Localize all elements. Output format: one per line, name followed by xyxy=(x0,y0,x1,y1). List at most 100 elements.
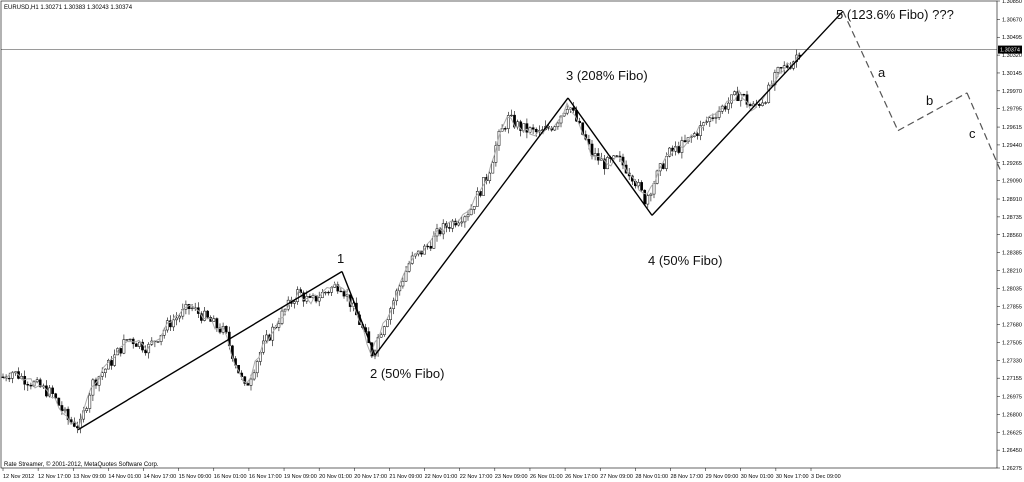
candle-body xyxy=(565,109,569,114)
impulse-wave-segment xyxy=(77,270,343,431)
candle-body xyxy=(243,376,247,384)
x-tick-label: 20 Nov 17:00 xyxy=(354,474,387,480)
candle-body xyxy=(190,307,194,310)
candle-body xyxy=(327,291,330,294)
wave-a-label: a xyxy=(878,65,886,80)
candle-body xyxy=(404,271,408,282)
x-tick-label: 27 Nov 09:00 xyxy=(600,474,633,480)
candle-body xyxy=(252,372,256,380)
candle-body xyxy=(727,102,730,110)
candle-body xyxy=(339,290,343,293)
candle-body xyxy=(469,209,473,216)
candle-body xyxy=(429,246,433,249)
candle-body xyxy=(742,94,746,96)
candle-body xyxy=(637,182,640,187)
wave-labels: 1 2 (50% Fibo) 3 (208% Fibo) 4 (50% Fibo… xyxy=(337,7,976,381)
y-tick-label: 1.29090 xyxy=(1002,179,1022,185)
x-tick-label: 13 Nov 09:00 xyxy=(73,474,106,480)
candle-body xyxy=(60,405,64,412)
y-tick-label: 1.28560 xyxy=(1002,233,1022,239)
candle-body xyxy=(76,426,79,429)
candle-body xyxy=(379,334,383,338)
wave-b-label: b xyxy=(926,93,933,108)
candle-body xyxy=(603,158,606,170)
candle-body xyxy=(491,162,495,174)
candle-body xyxy=(640,182,643,191)
candle-body xyxy=(382,326,386,335)
candle-body xyxy=(215,318,219,329)
x-tick-label: 28 Nov 01:00 xyxy=(635,474,668,480)
candle-body xyxy=(169,320,172,328)
candle-body xyxy=(696,133,699,136)
y-tick-label: 1.26625 xyxy=(1002,430,1022,436)
candle-body xyxy=(348,294,352,307)
candle-body xyxy=(661,163,665,169)
candle-body xyxy=(38,379,42,388)
candle-body xyxy=(401,280,405,287)
candle-body xyxy=(69,419,73,423)
y-tick-label: 1.26450 xyxy=(1002,448,1022,454)
candle-body xyxy=(528,127,532,133)
candle-body xyxy=(711,117,715,119)
candle-body xyxy=(488,172,492,181)
candle-body xyxy=(460,221,464,224)
candle-body xyxy=(212,318,216,322)
x-tick-label: 22 Nov 01:00 xyxy=(425,474,458,480)
candle-body xyxy=(475,191,479,207)
candle-body xyxy=(668,147,671,157)
x-tick-label: 15 Nov 09:00 xyxy=(179,474,212,480)
candle-body xyxy=(85,408,89,412)
candle-body xyxy=(128,338,132,341)
candle-body xyxy=(125,339,129,341)
candle-body xyxy=(103,368,107,374)
candle-body xyxy=(510,114,513,117)
candle-body xyxy=(559,115,563,124)
y-tick-label: 1.29970 xyxy=(1002,89,1022,95)
y-tick-label: 1.27330 xyxy=(1002,358,1022,364)
candle-body xyxy=(249,378,253,386)
candle-body xyxy=(398,285,402,292)
candle-body xyxy=(29,384,33,387)
candle-body xyxy=(451,220,454,229)
candle-body xyxy=(714,117,718,119)
x-tick-label: 12 Nov 17:00 xyxy=(38,474,71,480)
candle-body xyxy=(643,189,647,205)
candle-body xyxy=(652,183,656,195)
y-tick-label: 1.29795 xyxy=(1002,107,1022,113)
candle-body xyxy=(88,394,92,409)
candle-body xyxy=(156,341,160,343)
candle-body xyxy=(730,94,733,104)
candle-body xyxy=(119,348,123,354)
x-tick-label: 22 Nov 17:00 xyxy=(460,474,493,480)
candle-body xyxy=(134,343,138,347)
correction-wave-segment xyxy=(966,92,1001,170)
y-tick-label: 1.26275 xyxy=(1002,466,1022,472)
candle-body xyxy=(178,315,182,319)
x-tick-label: 21 Nov 09:00 xyxy=(389,474,422,480)
candle-body xyxy=(779,67,783,69)
x-tick-label: 28 Nov 17:00 xyxy=(670,474,703,480)
candle-body xyxy=(764,102,767,104)
y-tick-label: 1.30145 xyxy=(1002,71,1022,77)
x-tick-label: 20 Nov 01:00 xyxy=(319,474,352,480)
candle-body xyxy=(497,131,501,146)
y-tick-label: 1.28385 xyxy=(1002,251,1022,257)
current-price-label: 1.30374 xyxy=(1000,48,1020,54)
candle-body xyxy=(503,128,507,130)
candle-body xyxy=(785,65,789,68)
candle-body xyxy=(556,122,560,128)
candle-body xyxy=(172,319,175,328)
candle-body xyxy=(265,334,268,342)
y-tick-label: 1.30850 xyxy=(1002,0,1022,5)
candle-body xyxy=(646,195,650,205)
wave-5-label: 5 (123.6% Fibo) ??? xyxy=(836,7,954,22)
y-axis: 1.30850 1.30670 1.30495 1.30320 1.30145 1.299… xyxy=(997,0,1022,472)
y-tick-label: 1.30495 xyxy=(1002,35,1022,41)
candle-body xyxy=(717,110,721,118)
candle-body xyxy=(432,235,436,249)
candle-body xyxy=(107,360,110,370)
candle-body xyxy=(35,379,39,383)
x-tick-label: 30 Nov 01:00 xyxy=(741,474,774,480)
symbol-header: EURUSD,H1 1.30271 1.30383 1.30243 1.3037… xyxy=(4,5,133,11)
